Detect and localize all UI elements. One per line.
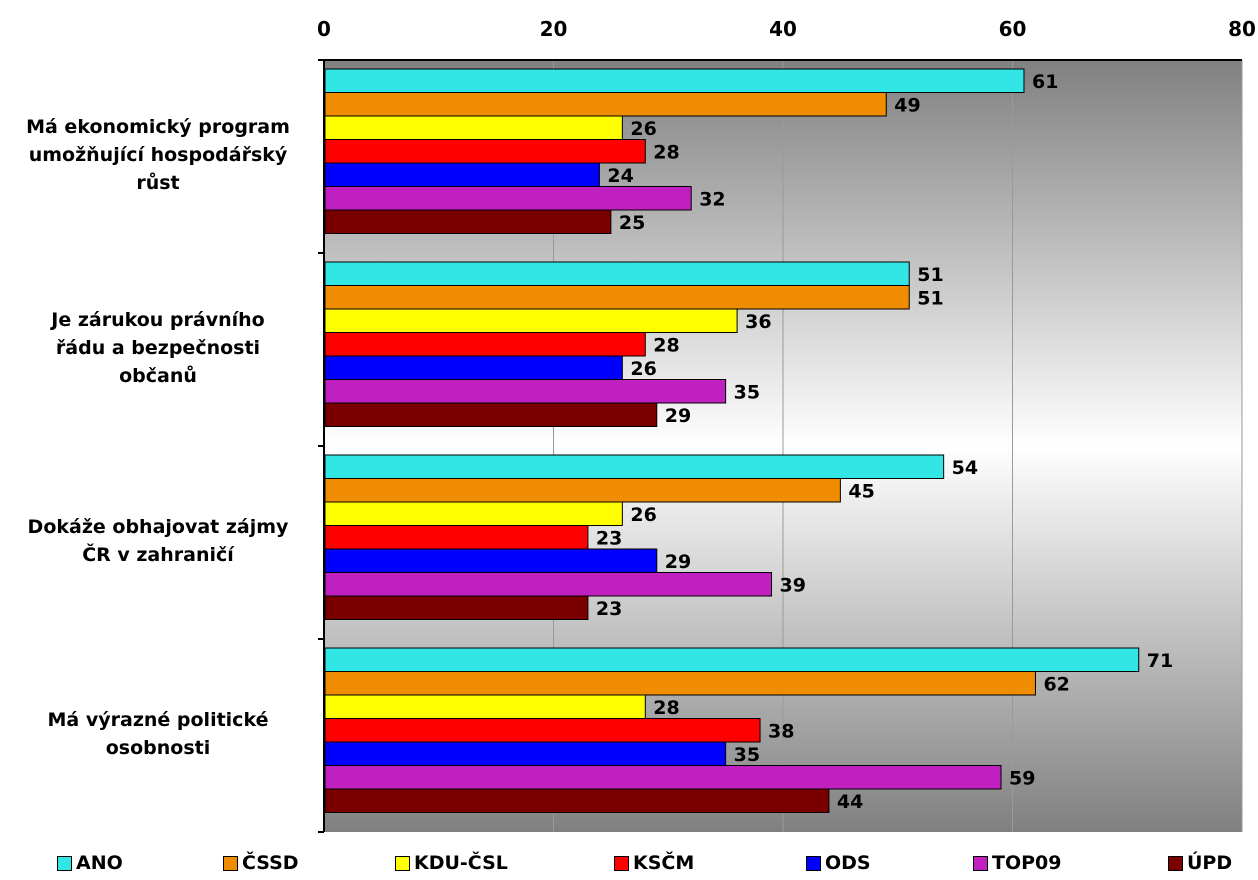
- bar-ÚPD: [324, 209, 612, 234]
- legend-item-TOP09: TOP09: [973, 852, 1061, 874]
- bar-KDU-ČSL: [324, 115, 623, 140]
- x-tick-label: 0: [317, 17, 331, 41]
- legend-swatch: [806, 855, 821, 871]
- legend-label: ODS: [825, 852, 871, 874]
- bar-ODS: [324, 741, 727, 766]
- bar-value-label: 29: [665, 405, 691, 427]
- legend-label: KDU-ČSL: [414, 852, 508, 874]
- x-tick-label: 20: [540, 17, 568, 41]
- bar-ÚPD: [324, 402, 658, 427]
- bar-value-label: 28: [653, 141, 679, 163]
- x-tick-label: 60: [999, 17, 1027, 41]
- legend-label: KSČM: [633, 852, 695, 874]
- legend-label: ÚPD: [1187, 852, 1233, 874]
- category-label-line: umožňující hospodářský: [28, 143, 288, 166]
- category-label-line: řádu a bezpečnosti: [55, 336, 261, 359]
- bar-value-label: 28: [653, 697, 679, 719]
- bar-value-label: 45: [848, 480, 874, 502]
- legend-label: ANO: [76, 852, 123, 874]
- category-label-line: Má výrazné politické: [47, 708, 269, 731]
- category-label: Je zárukou právního řádu a bezpečnosti obč…: [8, 306, 308, 390]
- bar-value-label: 26: [630, 358, 656, 380]
- bar-value-label: 24: [607, 165, 633, 187]
- bar-value-label: 51: [917, 264, 943, 286]
- bar-KDU-ČSL: [324, 501, 623, 526]
- bar-value-label: 51: [917, 287, 943, 309]
- bar-value-label: 39: [780, 574, 806, 596]
- bar-ÚPD: [324, 595, 589, 620]
- bar-value-label: 62: [1043, 673, 1069, 695]
- bar-TOP09: [324, 379, 727, 404]
- bar-KSČM: [324, 718, 761, 743]
- bar-ANO: [324, 454, 945, 479]
- bar-ČSSD: [324, 671, 1036, 696]
- legend-label: ČSSD: [242, 852, 299, 874]
- legend-label: TOP09: [992, 852, 1062, 874]
- bar-ANO: [324, 68, 1025, 93]
- bar-TOP09: [324, 572, 773, 597]
- bar-ODS: [324, 162, 600, 187]
- bar-value-label: 38: [768, 720, 794, 742]
- legend-item-ANO: ANO: [57, 852, 123, 874]
- bar-TOP09: [324, 186, 692, 211]
- x-tick-label: 40: [769, 17, 797, 41]
- category-label: Dokáže obhajovat zájmy ČR v zahraničí: [8, 513, 308, 569]
- bar-KSČM: [324, 525, 589, 550]
- bar-value-label: 23: [596, 527, 622, 549]
- bar-value-label: 49: [894, 94, 920, 116]
- category-label-line: osobnosti: [105, 736, 211, 759]
- category-label-line: Je zárukou právního: [51, 308, 265, 331]
- category-label-line: občanů: [119, 364, 197, 387]
- bar-KSČM: [324, 332, 646, 357]
- legend-swatch: [1168, 855, 1183, 871]
- bar-value-label: 35: [734, 744, 760, 766]
- category-label-line: růst: [136, 171, 180, 194]
- bar-value-label: 44: [837, 791, 863, 813]
- bar-value-label: 26: [630, 118, 656, 140]
- bar-value-label: 25: [619, 212, 645, 234]
- bar-ANO: [324, 261, 910, 286]
- legend-swatch: [395, 855, 410, 871]
- bar-value-label: 59: [1009, 767, 1035, 789]
- bar-ANO: [324, 647, 1140, 672]
- legend-item-ÚPD: ÚPD: [1168, 852, 1232, 874]
- category-label: Má výrazné politické osobnosti: [8, 706, 308, 762]
- bar-KSČM: [324, 139, 646, 164]
- bar-ODS: [324, 548, 658, 573]
- bar-ODS: [324, 355, 623, 380]
- bar-ČSSD: [324, 285, 910, 310]
- bar-ČSSD: [324, 478, 841, 503]
- bar-KDU-ČSL: [324, 308, 738, 333]
- bar-value-label: 36: [745, 311, 771, 333]
- category-label-line: Má ekonomický program: [26, 115, 290, 138]
- bar-value-label: 32: [699, 188, 725, 210]
- legend-swatch: [223, 855, 238, 871]
- bar-KDU-ČSL: [324, 694, 646, 719]
- category-label: Má ekonomický program umožňující hospodář…: [8, 113, 308, 197]
- bar-TOP09: [324, 765, 1002, 790]
- category-label-line: ČR v zahraničí: [82, 543, 234, 566]
- bar-value-label: 23: [596, 598, 622, 620]
- legend-item-KDU-ČSL: KDU-ČSL: [395, 852, 508, 874]
- legend-item-KSČM: KSČM: [614, 852, 694, 874]
- legend-swatch: [614, 855, 629, 871]
- x-tick-label: 80: [1228, 17, 1256, 41]
- legend: ANO ČSSD KDU-ČSL KSČM ODS TOP09 ÚPD: [0, 852, 1258, 880]
- bar-value-label: 28: [653, 334, 679, 356]
- legend-item-ČSSD: ČSSD: [223, 852, 299, 874]
- bar-value-label: 35: [734, 381, 760, 403]
- bar-value-label: 26: [630, 504, 656, 526]
- bar-value-label: 54: [952, 457, 978, 479]
- bar-value-label: 61: [1032, 71, 1058, 93]
- legend-swatch: [57, 855, 72, 871]
- bar-value-label: 29: [665, 551, 691, 573]
- legend-item-ODS: ODS: [806, 852, 871, 874]
- legend-swatch: [973, 855, 988, 871]
- bar-ČSSD: [324, 92, 887, 117]
- bar-ÚPD: [324, 788, 830, 813]
- category-label-line: Dokáže obhajovat zájmy: [27, 515, 289, 538]
- bar-value-label: 71: [1147, 650, 1173, 672]
